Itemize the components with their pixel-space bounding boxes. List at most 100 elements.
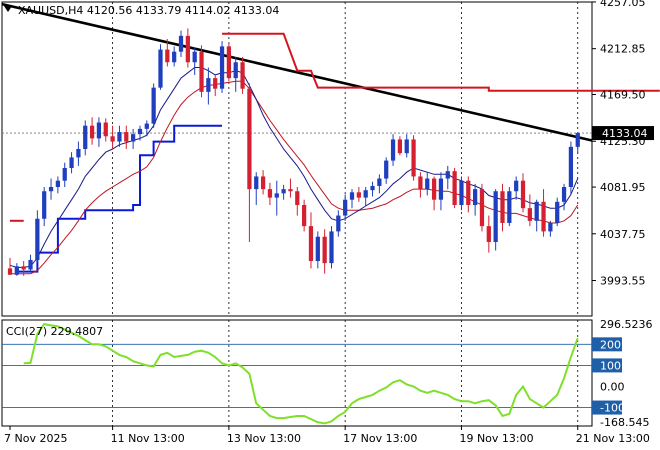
- candle-body-71: [493, 191, 498, 242]
- price-tick-label-0: 4257.05: [600, 0, 646, 9]
- cci-tick-label-0: 296.5236: [600, 318, 653, 331]
- candle-body-66: [459, 180, 464, 205]
- candle-body-47: [329, 231, 334, 264]
- cci-tick-label-2: 100: [600, 359, 621, 372]
- main-pane-frame: [1, 1, 593, 317]
- ma-fast-line: [9, 67, 579, 268]
- candle-body-50: [349, 192, 355, 200]
- candle-body-9: [69, 157, 74, 168]
- candle-body-15: [110, 136, 115, 142]
- candle-body-13: [96, 122, 102, 139]
- candle-body-74: [514, 180, 519, 192]
- cci-line: [23, 322, 579, 425]
- candle-body-53: [370, 185, 375, 191]
- cci-pane-frame: [1, 319, 593, 427]
- candle-body-21: [151, 87, 156, 124]
- candle-body-51: [356, 192, 361, 198]
- candle-body-25: [178, 35, 184, 52]
- candle-body-63: [438, 178, 444, 200]
- current-price-tag: [592, 126, 654, 141]
- candle-body-39: [274, 193, 279, 198]
- candle-body-72: [500, 191, 505, 223]
- candle-body-6: [48, 187, 54, 192]
- candle-body-42: [295, 191, 300, 205]
- candle-body-29: [206, 78, 211, 92]
- price-tick-label-4: 4081.95: [600, 181, 646, 194]
- red-stop-line: [222, 32, 660, 92]
- candle-body-24: [172, 51, 177, 63]
- candle-body-54: [377, 178, 382, 186]
- x-axis-label-4: 19 Nov 13:00: [459, 432, 533, 445]
- x-axis-label-2: 13 Nov 13:00: [227, 432, 301, 445]
- candle-body-2: [21, 266, 26, 270]
- candle-body-41: [288, 189, 293, 192]
- candle-body-48: [336, 215, 341, 232]
- candle-body-83: [575, 133, 580, 147]
- candle-body-77: [534, 201, 539, 221]
- cci-title: CCI(27) 229.4807: [6, 325, 104, 338]
- candle-body-5: [42, 191, 47, 219]
- candle-body-26: [185, 35, 190, 63]
- candle-body-14: [103, 122, 108, 137]
- candle-body-20: [144, 123, 149, 129]
- candle-body-37: [260, 176, 266, 190]
- price-tick-label-5: 4037.75: [600, 228, 646, 241]
- candle-body-40: [281, 189, 286, 194]
- candle-body-23: [165, 49, 170, 63]
- candle-body-57: [397, 139, 403, 154]
- ohlc-values: 4120.56 4133.79 4114.02 4133.04: [86, 4, 280, 17]
- candle-body-18: [131, 134, 136, 142]
- candle-body-27: [192, 51, 197, 63]
- candle-body-62: [431, 178, 437, 200]
- candle-body-78: [541, 201, 546, 232]
- candle-body-32: [226, 46, 232, 79]
- candle-body-38: [267, 189, 273, 198]
- candle-body-61: [425, 178, 430, 190]
- candle-body-59: [411, 139, 416, 177]
- candle-body-80: [555, 201, 560, 223]
- candle-body-65: [452, 171, 457, 205]
- price-tick-label-6: 3993.55: [600, 275, 646, 288]
- candle-body-31: [219, 46, 225, 89]
- cci-tick-label-5: -168.545: [600, 416, 649, 429]
- candle-body-69: [479, 189, 485, 227]
- candle-body-17: [124, 132, 129, 142]
- candle-body-68: [473, 189, 478, 205]
- candle-body-33: [233, 62, 238, 79]
- candle-body-12: [89, 125, 95, 139]
- candle-body-79: [548, 222, 553, 232]
- symbol-label: XAUUSD,H4: [18, 4, 84, 17]
- candle-body-36: [254, 176, 259, 190]
- price-tick-label-2: 4169.50: [600, 89, 646, 102]
- blue-stop-line: [16, 124, 222, 273]
- candle-body-28: [199, 51, 204, 92]
- ma-slow-line: [10, 80, 579, 275]
- cci-level-box-1: [592, 337, 622, 352]
- trendline: [1, 2, 593, 142]
- candle-body-35: [247, 88, 252, 190]
- candle-body-1: [14, 266, 19, 275]
- x-axis-label-5: 21 Nov 13:00: [576, 432, 650, 445]
- candle-body-52: [363, 190, 368, 198]
- x-axis-label-0: 7 Nov 2025: [4, 432, 67, 445]
- candle-body-45: [315, 236, 320, 262]
- candle-body-30: [213, 78, 218, 89]
- candle-body-4: [35, 218, 40, 260]
- price-info-line: XAUUSD,H4 4120.56 4133.79 4114.02 4133.0…: [4, 4, 279, 17]
- candle-body-64: [445, 171, 450, 179]
- candle-body-73: [507, 191, 512, 223]
- candle-body-81: [561, 187, 567, 202]
- candle-body-82: [568, 146, 574, 188]
- candle-body-7: [55, 180, 61, 188]
- x-axis-label-3: 17 Nov 13:00: [343, 432, 417, 445]
- candle-body-3: [28, 259, 33, 270]
- candle-body-10: [76, 148, 81, 158]
- candle-body-44: [308, 226, 314, 262]
- price-tick-label-1: 4212.85: [600, 43, 646, 56]
- cci-level-box-2: [592, 358, 622, 373]
- candle-body-58: [404, 139, 409, 154]
- dropdown-triangle-icon[interactable]: [4, 6, 12, 12]
- candle-body-16: [117, 132, 122, 142]
- candle-body-8: [62, 167, 67, 181]
